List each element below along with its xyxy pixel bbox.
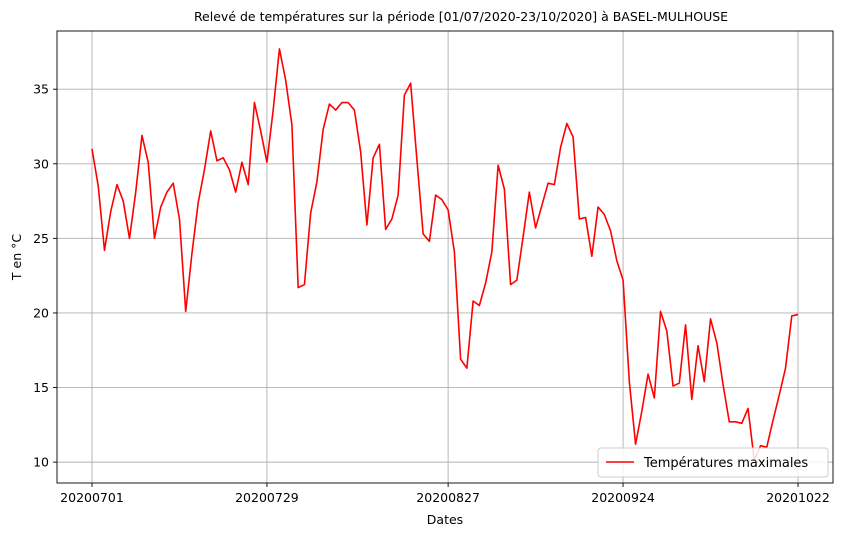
x-axis: 20200701 20200729 20200827 20200924 20201022 bbox=[60, 483, 830, 505]
y-tick-label: 15 bbox=[33, 380, 49, 395]
x-tick-label: 20200827 bbox=[416, 490, 480, 505]
chart-title: Relevé de températures sur la période [0… bbox=[194, 9, 728, 24]
x-tick-label: 20200729 bbox=[235, 490, 299, 505]
legend: Températures maximales bbox=[597, 447, 829, 478]
y-tick-label: 20 bbox=[33, 305, 49, 320]
x-tick-label: 20200924 bbox=[591, 490, 655, 505]
y-axis: 10 15 20 25 30 35 bbox=[33, 82, 57, 470]
x-tick-label: 20200701 bbox=[60, 490, 124, 505]
x-axis-label: Dates bbox=[427, 512, 463, 527]
series-line-temperatures-maximales bbox=[91, 48, 799, 462]
plot-frame bbox=[56, 30, 834, 484]
y-tick-label: 30 bbox=[33, 156, 49, 171]
y-axis-label: T en °C bbox=[9, 234, 24, 281]
grid bbox=[57, 31, 833, 483]
y-tick-label: 10 bbox=[33, 455, 49, 470]
legend-label-temperatures-maximales: Températures maximales bbox=[643, 456, 808, 471]
y-tick-label: 35 bbox=[33, 82, 49, 97]
x-tick-label: 20201022 bbox=[766, 490, 830, 505]
legend-box bbox=[597, 447, 829, 478]
y-tick-label: 25 bbox=[33, 231, 49, 246]
